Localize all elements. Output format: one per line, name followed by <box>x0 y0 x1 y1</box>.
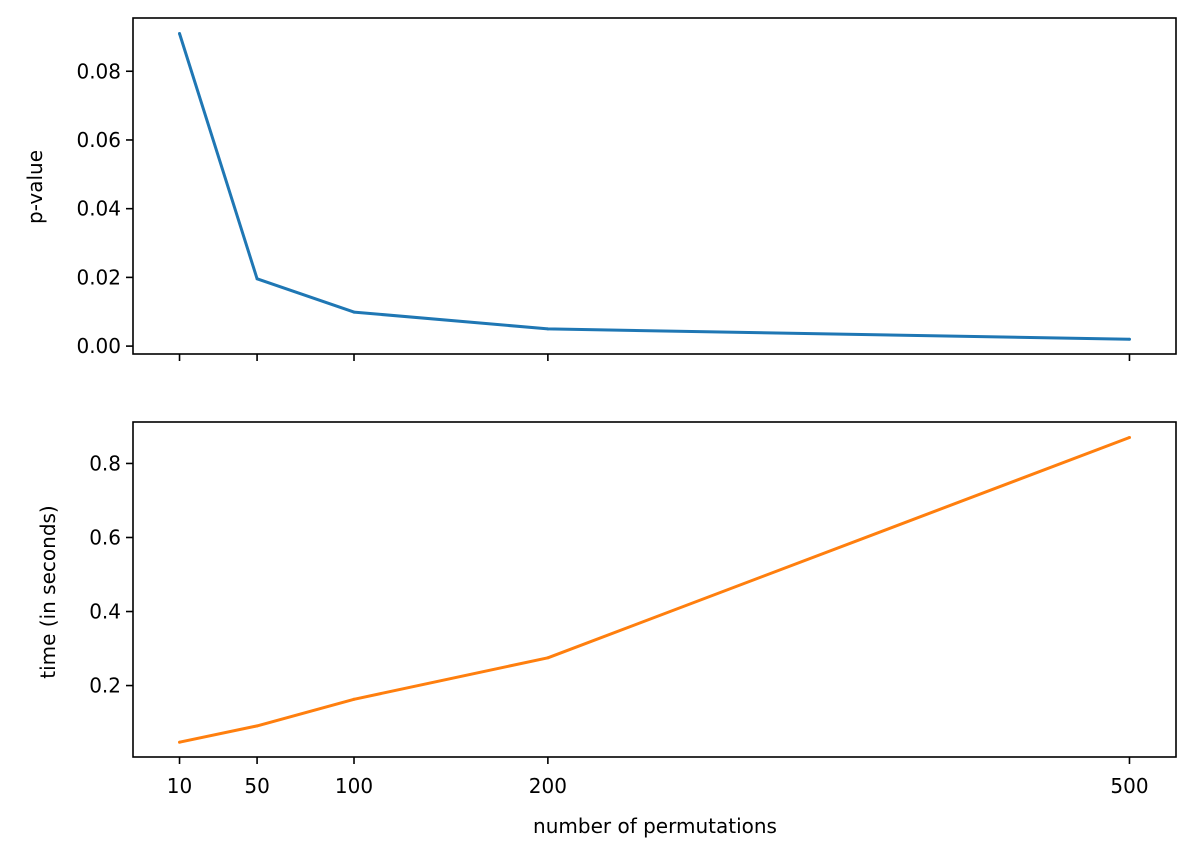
time-panel-xtick-label: 500 <box>1110 774 1148 798</box>
p-value-panel-ytick-label: 0.04 <box>76 197 121 221</box>
time-panel-data-point <box>256 724 259 727</box>
time-panel-data-point <box>1128 436 1131 439</box>
time-panel-xtick-label: 50 <box>244 774 269 798</box>
time-panel-xtick-label: 200 <box>529 774 567 798</box>
p-value-panel-data-point <box>353 311 356 314</box>
time-panel-xtick-label: 10 <box>167 774 192 798</box>
time-panel-ytick-label: 0.8 <box>89 451 121 475</box>
time-panel-ytick-label: 0.2 <box>89 674 121 698</box>
time-panel-ytick-label: 0.6 <box>89 525 121 549</box>
p-value-panel-data-point <box>546 327 549 330</box>
p-value-panel-ytick-label: 0.08 <box>76 59 121 83</box>
time-panel-data-point <box>546 656 549 659</box>
p-value-panel-ytick-label: 0.02 <box>76 265 121 289</box>
p-value-panel-data-point <box>1128 338 1131 341</box>
time-panel-xlabel: number of permutations <box>533 814 777 838</box>
p-value-panel-ytick-label: 0.00 <box>76 334 121 358</box>
p-value-panel-data-point <box>256 277 259 280</box>
p-value-panel-data-point <box>178 32 181 35</box>
time-panel-xtick-label: 100 <box>335 774 373 798</box>
time-panel-data-point <box>353 698 356 701</box>
p-value-panel-ylabel: p-value <box>23 150 47 224</box>
p-value-panel-ytick-label: 0.06 <box>76 128 121 152</box>
time-panel-data-point <box>178 741 181 744</box>
time-panel-ylabel: time (in seconds) <box>36 505 60 679</box>
time-panel-ytick-label: 0.4 <box>89 600 121 624</box>
